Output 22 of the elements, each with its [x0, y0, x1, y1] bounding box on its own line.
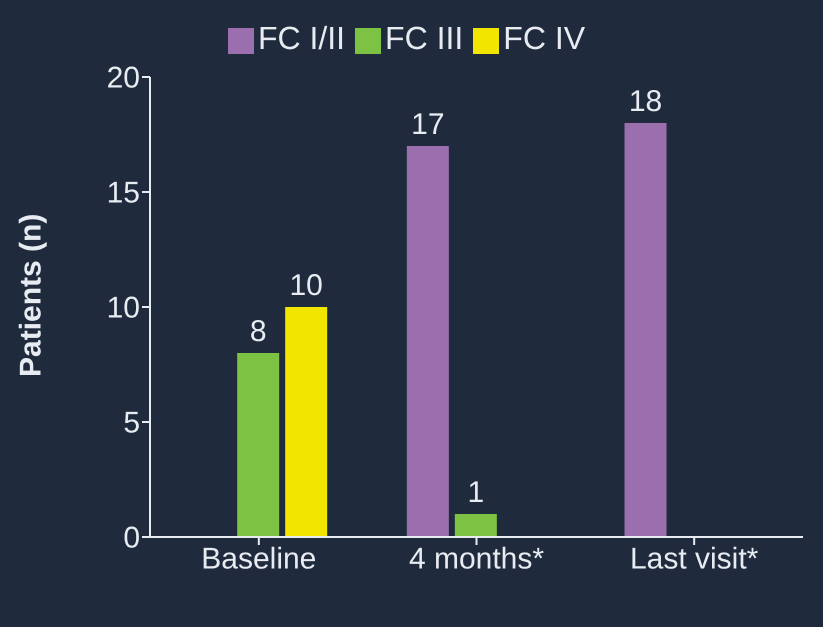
- data-label: 1: [468, 476, 484, 509]
- x-tick-label: 4 months*: [408, 542, 544, 576]
- data-label: 18: [628, 85, 662, 118]
- x-tick-label: Last visit*: [630, 542, 759, 576]
- y-tick-label: 10: [106, 292, 140, 325]
- y-tick-label: 5: [123, 406, 140, 440]
- bar: [237, 353, 280, 537]
- data-label: 17: [411, 108, 445, 141]
- bar: [406, 146, 449, 537]
- legend-label: FC III: [385, 20, 464, 56]
- legend-label: FC I/II: [258, 20, 346, 56]
- x-tick-label: Baseline: [201, 542, 316, 576]
- bar: [624, 123, 667, 537]
- bar: [454, 514, 497, 537]
- data-label: 8: [250, 315, 267, 348]
- y-axis-title: Patients (n): [14, 214, 48, 377]
- y-tick-label: 20: [106, 62, 140, 95]
- data-label: 10: [289, 269, 323, 302]
- y-tick-label: 15: [106, 176, 140, 210]
- bar: [285, 307, 328, 537]
- legend-label: FC IV: [503, 20, 586, 56]
- y-tick-label: 0: [123, 522, 140, 555]
